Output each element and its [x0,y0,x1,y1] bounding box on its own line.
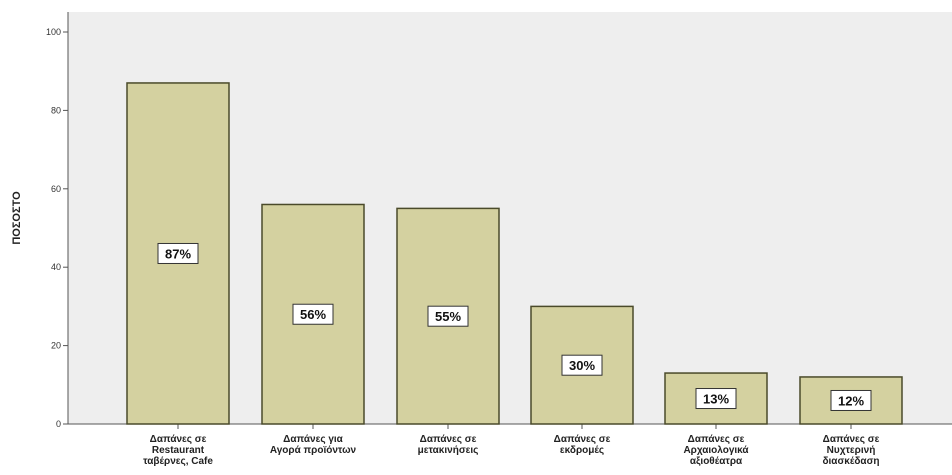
x-category-label: Δαπάνες σε εκδρομές [554,434,611,456]
data-label: 56% [292,303,334,325]
data-label-box [830,389,872,411]
x-category-label-line: Δαπάνες σε [823,434,880,445]
data-label-text: 13% [703,392,729,407]
y-tick-label: 20 [51,341,61,351]
x-category-label-line: Restaurant [152,445,205,456]
data-label: 13% [695,388,737,410]
data-label-text: 55% [435,309,461,324]
y-tick-label: 80 [51,105,61,115]
x-category-label: Δαπάνες σε Νυχτερινή διασκέδαση [822,434,879,467]
data-label-box [157,242,199,264]
data-label-box [695,388,737,410]
x-category-label-line: ταβέρνες, Cafe [143,456,213,467]
x-category-label-line: μετακινήσεις [418,445,479,456]
y-tick-label: 100 [46,27,61,37]
x-category-label-line: Νυχτερινή [827,445,876,456]
x-category-label-line: Δαπάνες σε [420,434,477,445]
data-label-text: 30% [569,358,595,373]
x-category-label-line: Δαπάνες για [283,434,343,445]
data-label-box [561,354,603,376]
x-category-label-line: Αρχαιολογικά [683,445,749,456]
data-label-box [292,303,334,325]
data-label: 87% [157,242,199,264]
data-label: 55% [427,305,469,327]
x-category-label-line: Δαπάνες σε [688,434,745,445]
y-tick-label: 60 [51,184,61,194]
data-label: 12% [830,389,872,411]
x-category-label-line: εκδρομές [560,445,604,456]
x-category-label: Δαπάνες για Αγορά προϊόντων [270,434,357,456]
x-category-label: Δαπάνες σε Αρχαιολογικά αξιοθέατρα [683,434,749,467]
x-category-label-line: Δαπάνες σε [554,434,611,445]
x-category-label: Δαπάνες σε Restaurant ταβέρνες, Cafe [143,434,213,467]
x-category-label-line: διασκέδαση [822,456,879,467]
x-category-label-line: αξιοθέατρα [690,456,743,467]
x-category-label-line: Δαπάνες σε [150,434,207,445]
data-label-text: 87% [165,246,191,261]
category-labels-group: Δαπάνες σε Restaurant ταβέρνες, CafeΔαπάνε… [143,434,880,467]
y-tick-label: 0 [56,419,61,429]
y-axis-title: ΠΟΣΟΣΤΟ [11,191,23,245]
y-axis: 0 20 40 60 80 100 [46,12,69,429]
x-category-label-line: Αγορά προϊόντων [270,445,357,456]
data-label-text: 56% [300,307,326,322]
data-label-box [427,305,469,327]
data-label-text: 12% [838,393,864,408]
x-category-label: Δαπάνες σε μετακινήσεις [418,434,479,456]
y-tick-label: 40 [51,262,61,272]
data-labels-group: 87% 56% 55% 30% 13% 12% [157,242,872,411]
data-label: 30% [561,354,603,376]
